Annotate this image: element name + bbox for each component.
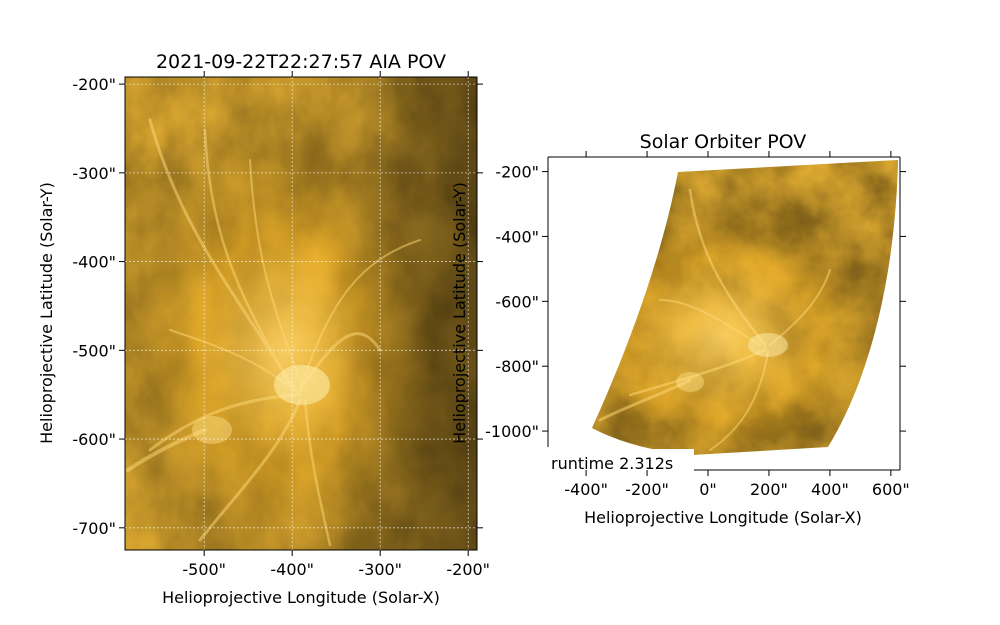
aia-grid xyxy=(125,77,477,550)
aia-x-tick-label: -500" xyxy=(182,560,226,579)
solo-x-tick-label: 600" xyxy=(872,480,910,499)
aia-title: 2021-09-22T22:27:57 AIA POV xyxy=(156,51,446,73)
solo-y-tick-label: -400" xyxy=(495,227,539,246)
solo-y-tick-label: -600" xyxy=(495,292,539,311)
aia-y-tick-label: -500" xyxy=(72,341,116,360)
aia-axes: -500" -400" -300" -200" -200" -300" -400" -500"… xyxy=(72,71,490,579)
solo-y-tick-label: -1000" xyxy=(485,422,539,441)
solo-x-tick-label: 200" xyxy=(750,480,788,499)
aia-frame xyxy=(124,76,478,551)
aia-y-tick-label: -600" xyxy=(72,430,116,449)
aia-y-tick-label: -300" xyxy=(72,164,116,183)
solo-y-tick-label: -800" xyxy=(495,357,539,376)
aia-x-tick-label: -200" xyxy=(446,560,490,579)
aia-x-tick-label: -300" xyxy=(358,560,402,579)
solo-x-axis-label: Helioprojective Longitude (Solar-X) xyxy=(584,508,862,527)
aia-x-axis-label: Helioprojective Longitude (Solar-X) xyxy=(162,588,440,607)
solo-axes: -400" -200" 0" 200" 400" 600" -200" -400" -600" -… xyxy=(485,151,910,499)
aia-y-axis-label: Helioprojective Latitude (Solar-Y) xyxy=(37,182,56,444)
aia-y-tick-label: -400" xyxy=(72,253,116,272)
solo-x-tick-label: -400" xyxy=(564,480,608,499)
aia-x-tick-label: -400" xyxy=(270,560,314,579)
aia-panel: 2021-09-22T22:27:57 AIA POV -5 xyxy=(37,51,490,607)
solo-x-tick-label: 0" xyxy=(699,480,717,499)
runtime-box xyxy=(541,449,694,477)
aia-image xyxy=(125,77,477,550)
solo-x-tick-label: -200" xyxy=(625,480,669,499)
solo-panel: Solar Orbiter POV runtime 2.312s -400" -2… xyxy=(450,131,910,527)
aia-y-tick-label: -700" xyxy=(72,519,116,538)
solo-x-tick-label: 400" xyxy=(811,480,849,499)
solo-y-axis-label: Helioprojective Latitude (Solar-Y) xyxy=(450,182,469,444)
solo-image xyxy=(592,160,898,455)
solo-title: Solar Orbiter POV xyxy=(640,131,807,153)
aia-y-tick-label: -200" xyxy=(72,75,116,94)
runtime-annotation: runtime 2.312s xyxy=(551,454,673,473)
solo-y-tick-label: -200" xyxy=(495,163,539,182)
